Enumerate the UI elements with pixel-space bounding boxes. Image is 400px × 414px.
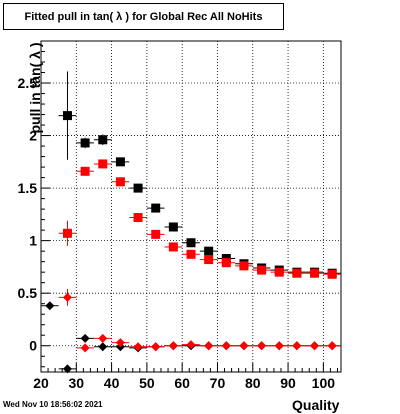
data-point-square [257, 265, 267, 275]
data-point-square [186, 238, 196, 248]
data-point-square [98, 159, 108, 169]
data-point-square [310, 268, 320, 278]
data-point-diamond [80, 333, 90, 343]
y-tick-label: 2 [29, 128, 37, 144]
x-axis-title: Quality [292, 397, 340, 413]
data-point-square [80, 166, 90, 176]
data-point-diamond [45, 301, 55, 311]
series-2 [58, 159, 341, 279]
y-axis-title: pull in tan( λ ) [27, 42, 43, 134]
data-point-diamond [204, 341, 214, 351]
data-point-diamond [98, 333, 108, 343]
data-point-diamond [168, 341, 178, 351]
series-1 [58, 71, 341, 278]
data-point-square [292, 268, 302, 278]
data-point-square [327, 269, 337, 279]
data-point-diamond [327, 341, 337, 351]
data-point-diamond [221, 341, 231, 351]
data-point-diamond [80, 343, 90, 353]
axis-ticks: 20 30 40 50 60 70 80 90 100 0 0.5 1 1.5 2 2.5 [18, 51, 338, 391]
plot-frame [40, 40, 342, 373]
data-point-square [186, 249, 196, 259]
data-point-square [62, 111, 72, 121]
data-point-square [133, 183, 143, 193]
data-point-diamond [151, 342, 161, 352]
plot-border [40, 40, 342, 373]
data-point-diamond [257, 341, 267, 351]
data-point-square [204, 246, 214, 256]
data-point-square [151, 229, 161, 239]
data-point-diamond [62, 364, 72, 374]
chart-title: Fitted pull in tan( λ ) for Global Rec A… [3, 3, 284, 30]
data-point-square [221, 258, 231, 268]
data-point-square [115, 177, 125, 187]
data-point-square [62, 228, 72, 238]
data-point-diamond [133, 342, 143, 352]
data-point-diamond [98, 342, 108, 352]
data-point-square [274, 267, 284, 277]
x-tick-label: 60 [174, 375, 190, 391]
x-tick-label: 50 [139, 375, 155, 391]
x-tick-label: 30 [69, 375, 85, 391]
y-tick-label: 0.5 [18, 285, 38, 301]
y-tick-label: 1 [29, 233, 37, 249]
x-tick-label: 100 [312, 375, 336, 391]
data-point-diamond [239, 341, 249, 351]
data-point-diamond [186, 340, 196, 350]
data-point-diamond [115, 338, 125, 348]
data-point-square [168, 222, 178, 232]
data-point-square [98, 135, 108, 145]
data-point-square [204, 255, 214, 265]
timestamp: Wed Nov 10 18:56:02 2021 [3, 400, 103, 409]
data-point-square [239, 261, 249, 271]
x-tick-label: 80 [245, 375, 261, 391]
series-3 [41, 301, 341, 374]
data-series [41, 71, 341, 374]
data-point-square [115, 157, 125, 167]
data-point-diamond [292, 341, 302, 351]
grid [41, 41, 341, 372]
data-point-square [80, 138, 90, 148]
data-point-diamond [310, 341, 320, 351]
x-tick-label: 70 [210, 375, 226, 391]
data-point-diamond [274, 341, 284, 351]
y-tick-label: 1.5 [18, 180, 38, 196]
data-point-square [151, 203, 161, 213]
series-4 [58, 288, 341, 353]
data-point-square [133, 213, 143, 223]
data-point-diamond [62, 292, 72, 302]
data-point-square [168, 242, 178, 252]
x-tick-label: 90 [280, 375, 296, 391]
x-tick-label: 20 [33, 375, 49, 391]
y-tick-label: 0 [29, 338, 37, 354]
x-tick-label: 40 [104, 375, 120, 391]
y-tick-label: 2.5 [18, 75, 38, 91]
